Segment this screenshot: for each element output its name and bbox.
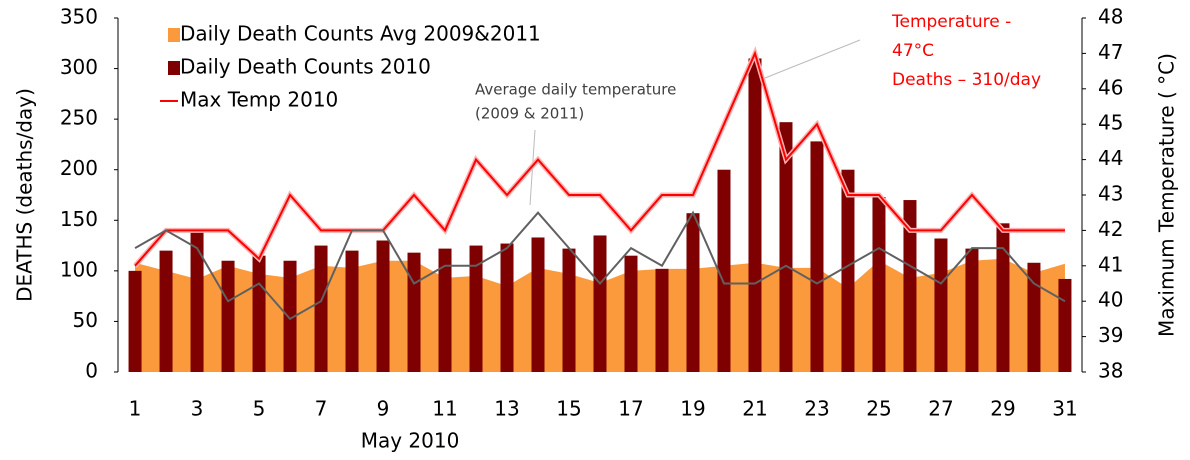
y-tick-label: 250 bbox=[60, 106, 98, 130]
y2-tick-label: 47 bbox=[1098, 40, 1123, 64]
legend-swatch bbox=[168, 28, 180, 42]
x-tick-label: 29 bbox=[990, 397, 1015, 421]
x-tick-label: 25 bbox=[866, 397, 891, 421]
bar bbox=[438, 248, 452, 372]
bar bbox=[283, 260, 297, 372]
x-tick-label: 17 bbox=[618, 397, 643, 421]
bar bbox=[562, 248, 576, 372]
bar bbox=[748, 58, 762, 372]
x-tick-label: 9 bbox=[377, 397, 390, 421]
y2-tick-label: 46 bbox=[1098, 75, 1123, 99]
y2-tick-label: 40 bbox=[1098, 288, 1123, 312]
bar bbox=[965, 248, 979, 372]
bar bbox=[1058, 278, 1072, 372]
x-tick-label: 1 bbox=[129, 397, 142, 421]
legend-swatch bbox=[168, 61, 180, 75]
annotation: (2009 & 2011) bbox=[475, 105, 584, 123]
legend-label: Max Temp 2010 bbox=[180, 88, 338, 112]
x-tick-label: 27 bbox=[928, 397, 953, 421]
y2-tick-label: 41 bbox=[1098, 252, 1123, 276]
x-tick-label: 15 bbox=[556, 397, 581, 421]
bar bbox=[934, 238, 948, 372]
bar bbox=[717, 169, 731, 372]
x-tick-label: 5 bbox=[253, 397, 266, 421]
x-axis-label: May 2010 bbox=[361, 429, 460, 453]
y2-axis-label: Maximum Temperature ( °C) bbox=[1155, 53, 1179, 337]
legend-label: Daily Death Counts 2010 bbox=[180, 55, 431, 79]
y2-tick-label: 45 bbox=[1098, 111, 1123, 135]
bar bbox=[996, 223, 1010, 372]
x-tick-label: 3 bbox=[191, 397, 204, 421]
y-axis-label: DEATHS (deaths/day) bbox=[13, 88, 37, 302]
bar bbox=[686, 213, 700, 372]
bar bbox=[500, 243, 514, 372]
bar bbox=[376, 240, 390, 372]
y-tick-label: 200 bbox=[60, 156, 98, 180]
bar bbox=[407, 252, 421, 372]
x-tick-label: 23 bbox=[804, 397, 829, 421]
y2-tick-label: 43 bbox=[1098, 182, 1123, 206]
bar bbox=[593, 235, 607, 372]
bar bbox=[252, 255, 266, 372]
x-tick-label: 13 bbox=[494, 397, 519, 421]
annotation: Temperature - bbox=[891, 12, 1011, 32]
bar bbox=[159, 250, 173, 372]
y-tick-label: 0 bbox=[85, 359, 98, 383]
x-tick-label: 11 bbox=[432, 397, 457, 421]
y-tick-label: 350 bbox=[60, 5, 98, 29]
bar bbox=[810, 141, 824, 372]
bar bbox=[655, 268, 669, 372]
bar bbox=[221, 260, 235, 372]
bar bbox=[190, 230, 204, 372]
y2-tick-label: 38 bbox=[1098, 359, 1123, 383]
x-tick-label: 31 bbox=[1052, 397, 1077, 421]
line bbox=[134, 210, 1066, 321]
annotation: Average daily temperature bbox=[475, 81, 676, 99]
x-tick-label: 21 bbox=[742, 397, 767, 421]
bar bbox=[903, 200, 917, 372]
bar bbox=[531, 237, 545, 372]
y-tick-label: 50 bbox=[73, 308, 98, 332]
y2-tick-label: 44 bbox=[1098, 146, 1123, 170]
bar bbox=[345, 250, 359, 372]
bar bbox=[128, 270, 142, 372]
annotation: Deaths – 310/day bbox=[892, 70, 1041, 90]
y-tick-label: 300 bbox=[60, 55, 98, 79]
bar bbox=[469, 245, 483, 372]
y-tick-label: 150 bbox=[60, 207, 98, 231]
legend-label: Daily Death Counts Avg 2009&2011 bbox=[180, 22, 541, 46]
annotation: 47°C bbox=[892, 41, 934, 61]
y2-tick-label: 48 bbox=[1098, 5, 1123, 29]
y2-tick-label: 39 bbox=[1098, 323, 1123, 347]
x-tick-label: 19 bbox=[680, 397, 705, 421]
bar bbox=[624, 255, 638, 372]
bar bbox=[1027, 262, 1041, 372]
bar bbox=[841, 169, 855, 372]
line bbox=[134, 50, 1065, 267]
bar bbox=[779, 122, 793, 372]
annotation-arrow bbox=[764, 39, 861, 79]
y2-tick-label: 42 bbox=[1098, 217, 1123, 241]
bar bbox=[872, 197, 886, 372]
x-tick-label: 7 bbox=[315, 397, 328, 421]
y-tick-label: 100 bbox=[60, 257, 98, 281]
bar bbox=[314, 245, 328, 372]
